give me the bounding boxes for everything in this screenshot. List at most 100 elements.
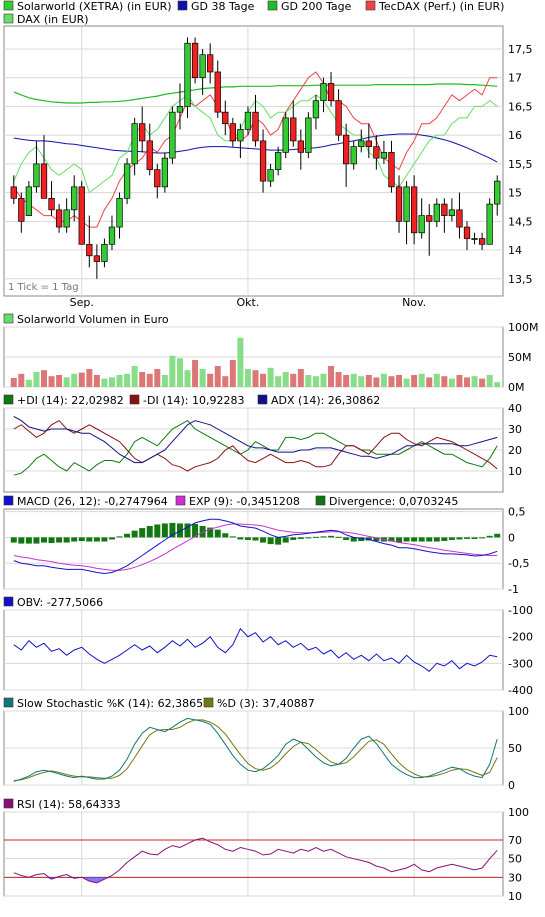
legend-minus-di-swatch (129, 394, 140, 405)
divergence-bar (365, 537, 372, 541)
divergence-bar (237, 537, 244, 540)
volume-ytick-label: 50M (508, 351, 532, 364)
volume-bar (116, 375, 123, 387)
divergence-bar (418, 537, 425, 542)
candle-body (33, 163, 40, 188)
candle-body (71, 186, 78, 211)
candle-body (410, 186, 418, 234)
obv-line (13, 627, 498, 672)
divergence-bar (222, 533, 229, 538)
divergence-bar (373, 537, 380, 541)
divergence-bar (343, 537, 350, 540)
volume-bar (479, 378, 486, 387)
volume-bar (161, 375, 168, 387)
candle-body (176, 106, 184, 113)
candle-body (184, 42, 191, 107)
tick-note: 1 Tick = 1 Tag (8, 282, 79, 293)
volume-bar (146, 373, 153, 387)
macd-plot-frame (3, 508, 504, 590)
volume-bar (380, 373, 387, 387)
volume-bar (290, 373, 297, 387)
macd-ytick-label: -1 (508, 583, 519, 596)
macd-ytick-label: 0 (508, 531, 515, 544)
divergence-bar (214, 529, 221, 538)
divergence-bar (169, 522, 176, 538)
dmi-ytick-label: 40 (508, 402, 522, 415)
volume-bar (101, 378, 108, 387)
volume-bar (56, 375, 63, 387)
legend-stoch-k: Slow Stochastic %K (14): 62,38658 (17, 697, 210, 710)
divergence-bar (33, 537, 40, 544)
divergence-bar (388, 537, 395, 542)
candle-body (222, 111, 229, 125)
candle-body (350, 146, 357, 165)
volume-bar (282, 372, 289, 387)
legend-stoch-d-swatch (203, 697, 214, 708)
volume-bar (426, 377, 433, 387)
volume-bar (207, 373, 214, 387)
volume-bar (131, 366, 138, 387)
candle-body (456, 209, 463, 228)
volume-bar (312, 376, 319, 387)
stochastic-ytick-label: 0 (508, 779, 515, 792)
candle-body (290, 117, 297, 142)
candle-body (123, 163, 131, 199)
divergence-bar (207, 527, 214, 538)
candle-body (342, 134, 350, 165)
legend-dax-swatch (3, 13, 14, 24)
volume-bar (350, 373, 357, 387)
divergence-bar (275, 537, 282, 545)
volume-bar (10, 378, 17, 387)
candle-body (380, 152, 388, 159)
candle-body (191, 42, 199, 79)
minus-di-line (13, 419, 498, 472)
candle-body (312, 100, 320, 119)
volume-bar (229, 360, 236, 387)
divergence-bar (146, 526, 153, 538)
divergence-bar (305, 537, 312, 539)
candle-body (78, 186, 85, 245)
volume-bar (297, 369, 304, 387)
price-ytick-label: 13,5 (508, 273, 533, 286)
volume-bar (320, 373, 327, 387)
candle-body (199, 54, 206, 79)
volume-bar (396, 375, 403, 387)
candle-body (101, 243, 108, 262)
divergence-bar (93, 537, 100, 542)
divergence-bar (471, 537, 478, 539)
divergence-bar (358, 537, 365, 541)
volume-bar (199, 369, 206, 387)
candle-body (373, 146, 380, 159)
stoch-k-line (13, 717, 498, 782)
divergence-bar (441, 537, 448, 541)
volume-bar (78, 372, 85, 387)
candle-body (403, 186, 410, 222)
legend-volume: Solarworld Volumen in Euro (17, 313, 169, 326)
divergence-bar (25, 537, 32, 544)
volume-bar (335, 372, 342, 387)
price-ytick-label: 17 (508, 72, 522, 85)
candle-body (358, 140, 365, 147)
divergence-bar (10, 537, 17, 543)
candle-body (275, 152, 282, 170)
volume-bar (373, 377, 380, 387)
volume-bar (169, 355, 176, 387)
rsi-ytick-label: 50 (508, 853, 522, 866)
volume-bar (403, 378, 410, 387)
candle-body (154, 169, 161, 188)
candle-body (441, 203, 448, 216)
legend-gd200: GD 200 Tage (281, 0, 352, 13)
legend-tecdax: TecDAX (Perf.) (in EUR) (378, 0, 504, 13)
volume-bar (63, 377, 70, 387)
divergence-bar (464, 537, 471, 539)
volume-bar (358, 376, 365, 387)
candle-body (139, 123, 146, 142)
candle-body (146, 140, 153, 170)
legend-rsi-swatch (3, 798, 14, 809)
volume-bar (48, 376, 55, 387)
obv-ytick-label: -100 (508, 604, 533, 617)
divergence-bar (411, 537, 418, 542)
dmi-ytick-label: 10 (508, 465, 522, 478)
candle-body (494, 180, 501, 205)
